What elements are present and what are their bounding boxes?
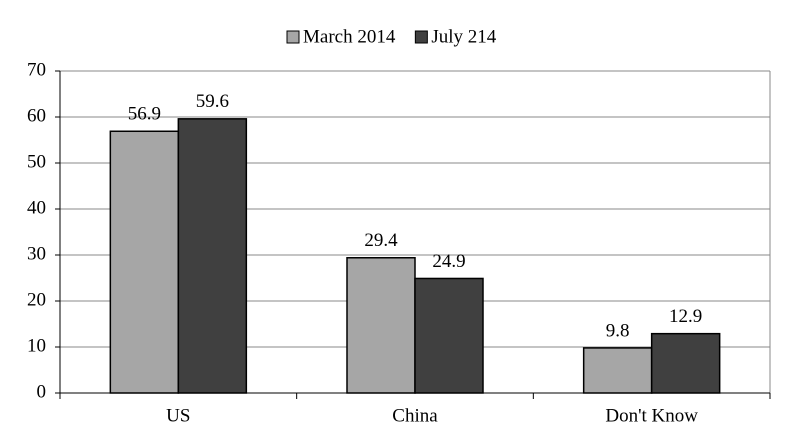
data-label: 29.4	[364, 230, 398, 251]
y-tick-label: 40	[27, 197, 46, 218]
data-label: 24.9	[432, 251, 465, 272]
y-tick-label: 50	[27, 151, 46, 172]
x-tick-label: Don't Know	[605, 405, 698, 426]
y-tick-label: 20	[27, 289, 46, 310]
legend-swatch	[414, 30, 428, 44]
x-tick-label: US	[166, 405, 190, 426]
y-tick-label: 10	[27, 335, 46, 356]
data-label: 12.9	[669, 306, 702, 327]
bar	[177, 118, 248, 394]
bar	[582, 347, 653, 394]
bar	[109, 130, 180, 394]
legend-label: July 214	[431, 26, 496, 47]
data-label: 59.6	[196, 91, 229, 112]
data-label: 9.8	[606, 320, 630, 341]
x-tick-label: China	[392, 405, 438, 426]
bar	[346, 257, 416, 394]
legend-swatch	[286, 30, 300, 44]
bar	[650, 332, 721, 394]
y-tick-label: 30	[27, 243, 46, 264]
legend-label: March 2014	[303, 26, 396, 47]
data-label: 56.9	[128, 104, 161, 125]
y-tick-label: 60	[27, 105, 46, 126]
y-tick-label: 0	[37, 381, 47, 402]
y-tick-label: 70	[27, 59, 46, 80]
bar	[414, 277, 484, 394]
